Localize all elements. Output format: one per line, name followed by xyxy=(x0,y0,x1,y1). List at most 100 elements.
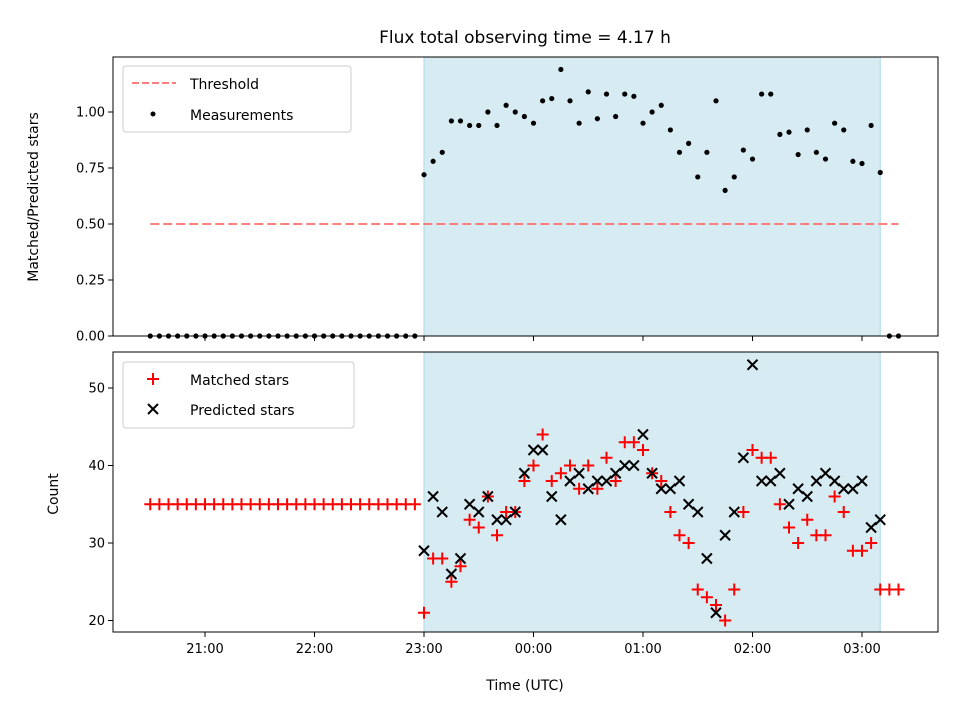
top-axes-frame xyxy=(112,56,939,337)
matched-star-point xyxy=(582,459,595,472)
measurement-point xyxy=(494,122,500,129)
measurement-point xyxy=(585,89,591,95)
measurement-point xyxy=(558,66,564,73)
matched-star-point xyxy=(472,521,485,534)
predicted-star-point xyxy=(819,467,832,479)
measurement-point xyxy=(786,129,792,135)
bottom-y-tick-label: 50 xyxy=(88,382,105,397)
matched-star-point xyxy=(792,537,805,549)
predicted-star-point xyxy=(555,514,567,526)
top-y-tick-label: 0.75 xyxy=(76,162,105,177)
predicted-star-point xyxy=(719,529,731,541)
predicted-star-point xyxy=(701,552,713,565)
predicted-star-point xyxy=(509,506,521,518)
matched-star-point xyxy=(436,552,449,565)
matched-star-point xyxy=(463,513,476,526)
matched-star-point xyxy=(609,475,622,487)
predicted-star-point xyxy=(518,467,531,479)
matched-star-point xyxy=(664,506,677,518)
measurement-point xyxy=(530,120,537,126)
matched-star-point xyxy=(673,529,686,542)
predicted-star-point xyxy=(655,483,667,495)
predicted-star-point xyxy=(591,475,604,487)
measurement-point xyxy=(649,109,655,115)
legend-measurements-swatch xyxy=(150,111,156,117)
predicted-star-point xyxy=(527,444,540,456)
predicted-star-point xyxy=(573,467,585,479)
measurement-point xyxy=(430,158,436,164)
predicted-star-point xyxy=(710,607,722,619)
predicted-star-point xyxy=(673,475,686,487)
legend-predicted-swatch xyxy=(147,403,159,415)
bottom-x-tick-label: 00:00 xyxy=(515,642,552,657)
measurement-point xyxy=(676,149,683,155)
matched-star-point xyxy=(564,459,576,472)
predicted-star-point xyxy=(463,498,476,510)
measurement-point xyxy=(658,102,664,108)
predicted-star-point xyxy=(536,444,549,456)
measurement-point xyxy=(813,149,819,155)
predicted-star-point xyxy=(454,552,467,565)
measurement-point xyxy=(457,118,464,124)
bottom-y-tick-label: 20 xyxy=(88,614,105,629)
measurement-point xyxy=(777,131,783,137)
matched-star-point xyxy=(600,451,613,464)
bottom-axes-frame xyxy=(112,351,939,633)
bottom-legend-frame xyxy=(122,361,355,429)
measurement-point xyxy=(540,98,546,104)
bottom-x-tick-label: 22:00 xyxy=(296,642,333,657)
legend-measurements-label: Measurements xyxy=(190,108,293,124)
matched-star-point xyxy=(773,498,786,511)
predicted-star-point xyxy=(445,568,458,580)
measurement-point xyxy=(832,120,838,126)
matched-star-point xyxy=(491,529,503,542)
top-y-tick-label: 0.25 xyxy=(76,274,105,289)
matched-star-point xyxy=(445,575,458,588)
matched-star-point xyxy=(573,482,586,495)
predicted-star-point xyxy=(491,514,503,526)
measurement-point xyxy=(512,109,518,115)
matched-star-point xyxy=(637,444,649,456)
predicted-star-point xyxy=(609,467,622,479)
x-axis-label: Time (UTC) xyxy=(485,678,563,694)
predicted-star-point xyxy=(746,359,759,371)
measurement-point xyxy=(603,91,610,97)
chart-title: Flux total observing time = 4.17 h xyxy=(379,28,671,48)
measurement-point xyxy=(868,122,874,129)
bottom-y-tick-label: 30 xyxy=(88,537,105,552)
top-y-tick-label: 0.00 xyxy=(76,330,105,345)
matched-star-point xyxy=(682,537,695,549)
top-y-tick-label: 1.00 xyxy=(76,106,105,121)
predicted-star-point xyxy=(427,490,439,503)
measurement-point xyxy=(594,116,600,122)
matched-star-point xyxy=(527,459,540,472)
measurement-point xyxy=(850,158,856,164)
matched-star-point xyxy=(764,451,777,464)
predicted-star-point xyxy=(874,514,886,526)
predicted-star-point xyxy=(500,514,512,526)
bottom-y-tick-label: 40 xyxy=(88,459,105,474)
measurement-point xyxy=(859,160,865,167)
predicted-star-point xyxy=(737,452,750,464)
legend-matched-label: Matched stars xyxy=(190,373,289,389)
bottom-panel: Count Time (UTC) 20 30 40 50 21:00 22:00 23:00… xyxy=(46,351,939,694)
measurement-point xyxy=(731,174,737,180)
matched-star-point xyxy=(536,428,549,441)
measurement-point xyxy=(576,120,582,126)
bottom-x-tick-label: 21:00 xyxy=(186,642,223,657)
predicted-star-point xyxy=(728,506,740,518)
predicted-star-point xyxy=(600,475,613,487)
matched-star-point xyxy=(856,544,868,557)
measurement-point xyxy=(503,102,509,108)
measurement-point xyxy=(759,91,765,97)
matched-star-point xyxy=(801,513,814,526)
predicted-star-point xyxy=(637,428,649,441)
predicted-star-point xyxy=(774,467,786,479)
predicted-star-point xyxy=(418,545,430,557)
matched-star-point xyxy=(865,537,878,549)
matched-star-point xyxy=(719,614,732,627)
top-y-axis-label: Matched/Predicted stars xyxy=(26,112,42,282)
predicted-star-point xyxy=(765,475,777,487)
measurement-point xyxy=(622,91,628,97)
measurement-point xyxy=(631,93,637,99)
